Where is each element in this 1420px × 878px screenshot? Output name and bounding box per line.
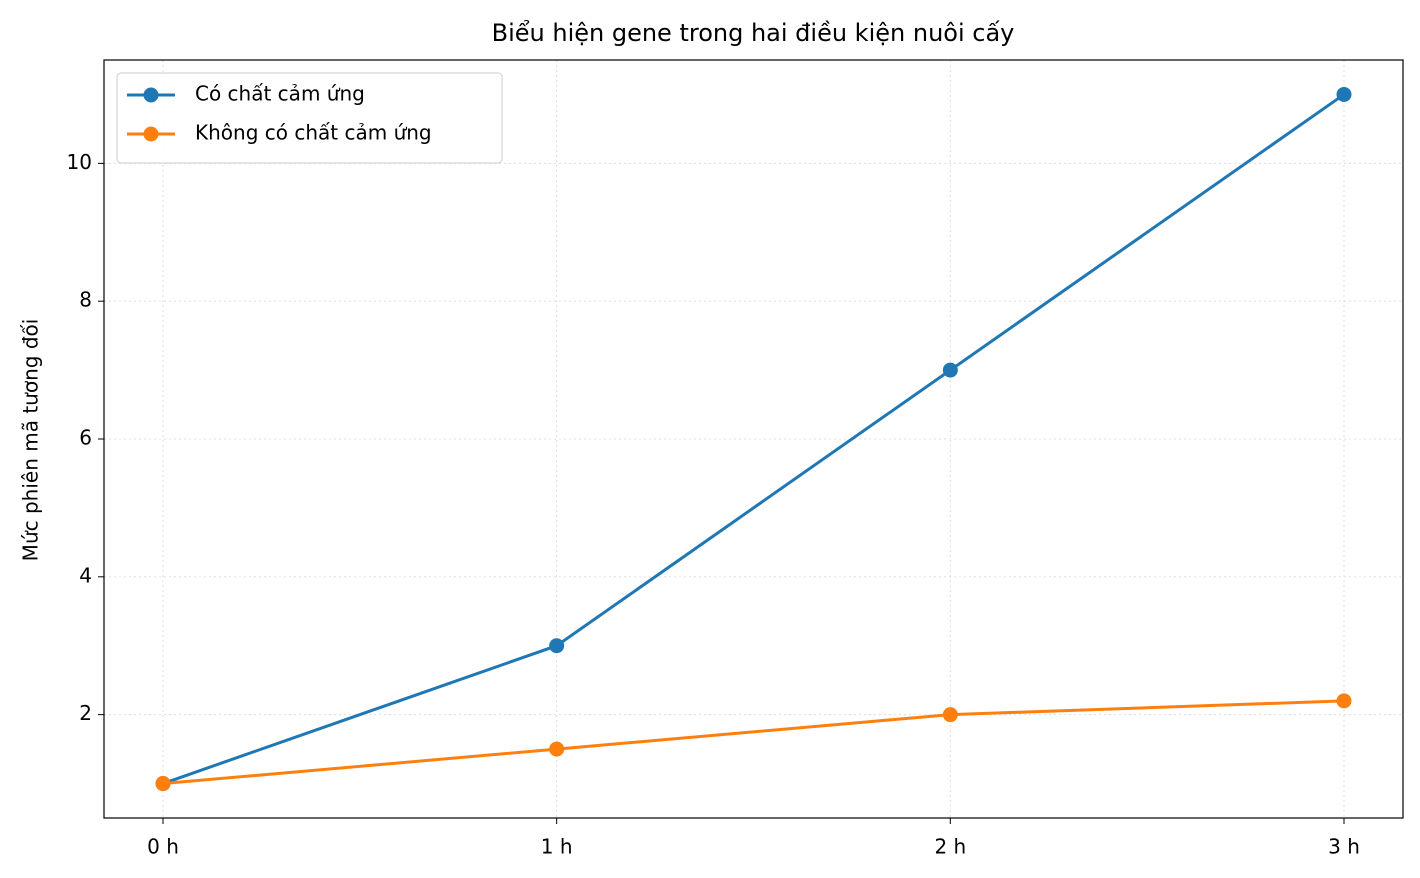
data-point	[942, 362, 958, 378]
series-line	[162, 699, 1345, 786]
data-point	[549, 638, 565, 654]
y-tick-label: 4	[79, 563, 92, 587]
legend-label: Có chất cảm ứng	[195, 82, 365, 106]
legend-box	[116, 72, 503, 164]
series-line	[162, 93, 1345, 785]
x-tick-label: 1 h	[541, 835, 573, 859]
y-tick-label: 6	[79, 426, 92, 450]
legend-marker	[143, 87, 159, 103]
x-tick-label: 3 h	[1328, 835, 1360, 859]
y-tick-label: 10	[67, 150, 92, 174]
legend-label: Không có chất cảm ứng	[195, 121, 432, 145]
data-point	[155, 776, 171, 792]
data-point	[1336, 86, 1352, 102]
x-tick-label: 2 h	[934, 835, 966, 859]
x-tick-label: 0 h	[147, 835, 179, 859]
legend-marker	[143, 126, 159, 142]
y-tick-label: 8	[79, 288, 92, 312]
y-axis-label: Mức phiên mã tương đối	[19, 319, 43, 562]
data-point	[1336, 693, 1352, 709]
data-point	[942, 707, 958, 723]
y-tick-label: 2	[79, 701, 92, 725]
axes-frame	[103, 59, 1404, 819]
data-point	[549, 741, 565, 757]
chart-title: Biểu hiện gene trong hai điều kiện nuôi …	[492, 19, 1015, 47]
